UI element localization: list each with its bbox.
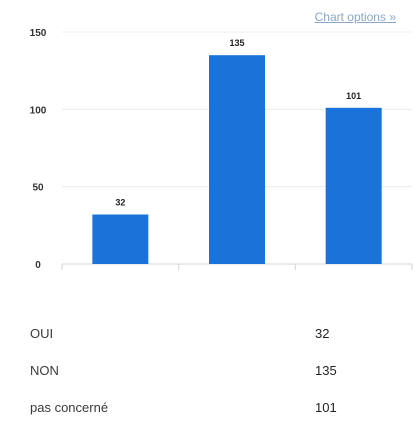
summary-value: 101 [315,400,337,415]
summary-table: OUI 32 NON 135 pas concerné 101 [30,315,390,426]
y-tick-label: 100 [30,105,47,116]
summary-category: OUI [30,326,54,341]
bar-OUI[interactable] [92,214,149,264]
bar-NON[interactable] [209,55,265,265]
y-tick-label: 0 [35,260,41,271]
y-tick-label: 50 [32,183,44,194]
bar-chart: 0 50 100 150 32 135 101 [30,28,413,271]
summary-row: OUI 32 [30,315,390,352]
summary-value: 32 [315,326,330,341]
summary-row: NON 135 [30,352,390,389]
data-label: 135 [229,38,244,48]
chart-options-link[interactable]: Chart options » [314,10,396,24]
summary-value: 135 [315,363,337,378]
summary-category: pas concerné [30,400,109,415]
y-tick-label: 150 [30,28,47,39]
data-label: 101 [346,91,361,101]
summary-category: NON [30,363,59,378]
summary-row: pas concerné 101 [30,389,390,426]
bar-pas concerné[interactable] [325,107,382,264]
bars [92,55,382,265]
x-axis [61,263,413,270]
data-labels: 32 135 101 [115,38,361,207]
data-label: 32 [115,198,125,208]
y-axis-ticks: 0 50 100 150 [30,28,47,271]
